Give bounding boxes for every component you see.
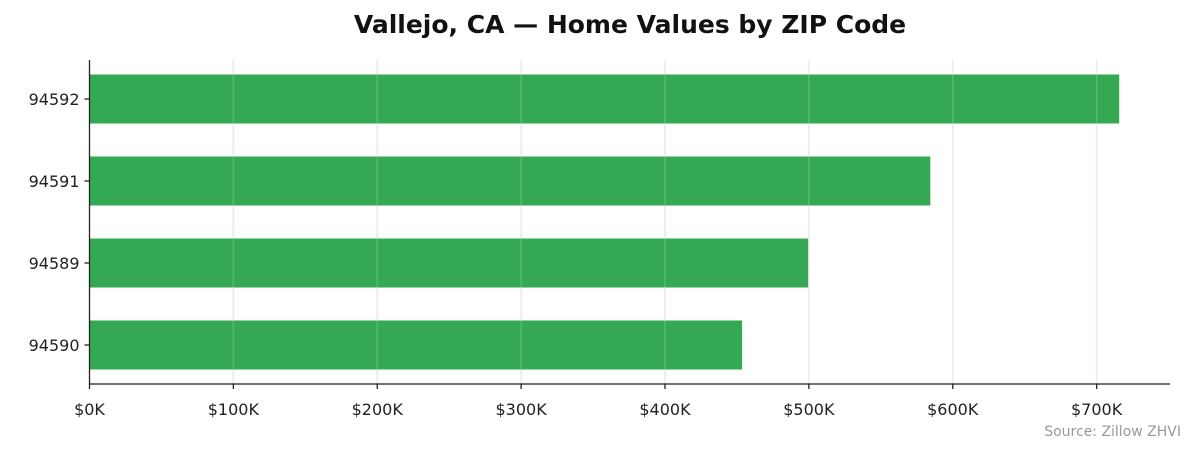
x-tick-label: $0K xyxy=(74,400,105,419)
y-tick-label: 94591 xyxy=(29,172,80,191)
x-tick-label: $100K xyxy=(208,400,260,419)
x-tick-label: $600K xyxy=(927,400,979,419)
x-tick-label: $300K xyxy=(496,400,548,419)
x-tick-label: $500K xyxy=(783,400,835,419)
x-tick-label: $200K xyxy=(352,400,404,419)
bar xyxy=(89,238,809,288)
y-tick-label: 94589 xyxy=(29,254,80,273)
x-tick-label: $700K xyxy=(1071,400,1123,419)
bar xyxy=(89,74,1120,124)
source-note: Source: Zillow ZHVI xyxy=(1044,424,1181,440)
y-tick-label: 94592 xyxy=(29,90,80,109)
chart-title: Vallejo, CA — Home Values by ZIP Code xyxy=(353,10,907,39)
x-tick-label: $400K xyxy=(639,400,691,419)
bar xyxy=(89,156,931,206)
bar xyxy=(89,320,743,370)
y-tick-label: 94590 xyxy=(29,336,80,355)
